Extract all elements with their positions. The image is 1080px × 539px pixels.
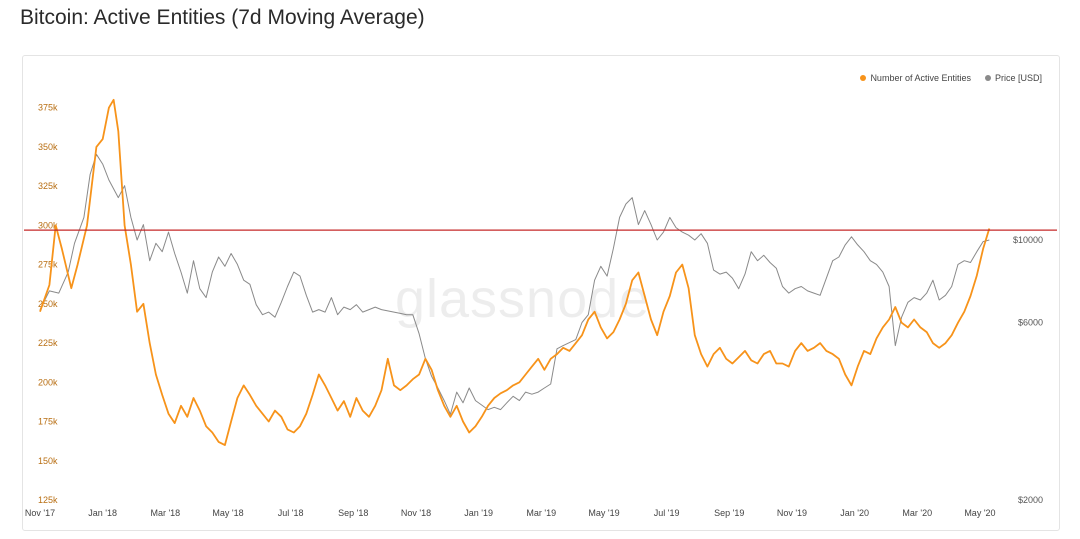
legend-price-dot-icon — [984, 75, 991, 81]
legend-entities-dot-icon — [860, 75, 867, 81]
x-tick-label: Sep '19 — [714, 508, 744, 518]
y-left-tick-label: 275k — [38, 260, 58, 270]
x-tick-label: Nov '18 — [401, 508, 431, 518]
series-line-price — [39, 153, 990, 415]
x-tick-label: Nov '19 — [777, 508, 807, 518]
watermark: glassnode — [395, 269, 651, 329]
x-tick-label: Jan '20 — [840, 508, 869, 518]
y-right-tick-label: $10000 — [1013, 235, 1043, 245]
x-tick-label: Mar '20 — [902, 508, 932, 518]
y-left-tick-label: 150k — [38, 456, 58, 466]
x-tick-label: Mar '19 — [526, 508, 556, 518]
y-left-tick-label: 125k — [38, 495, 58, 505]
x-tick-label: May '19 — [588, 508, 619, 518]
legend-price-label: Price [USD] — [994, 73, 1042, 83]
chart-legend: Number of Active Entities Price [USD] — [860, 73, 1042, 83]
y-left-tick-label: 375k — [38, 103, 58, 113]
y-left-tick-label: 350k — [38, 142, 58, 152]
y-left-tick-label: 250k — [38, 299, 58, 309]
x-tick-label: Jan '19 — [464, 508, 493, 518]
x-tick-label: Sep '18 — [338, 508, 368, 518]
y-left-tick-label: 225k — [38, 338, 58, 348]
x-tick-label: Mar '18 — [150, 508, 180, 518]
y-left-tick-label: 325k — [38, 181, 58, 191]
chart-card — [22, 55, 1060, 531]
legend-item-price[interactable]: Price [USD] — [984, 73, 1042, 83]
legend-item-entities[interactable]: Number of Active Entities — [860, 73, 971, 83]
y-left-tick-label: 175k — [38, 417, 58, 427]
page-title: Bitcoin: Active Entities (7d Moving Aver… — [20, 6, 425, 29]
legend-entities-label: Number of Active Entities — [870, 73, 971, 83]
y-right-tick-label: $2000 — [1018, 495, 1043, 505]
x-tick-label: May '18 — [212, 508, 243, 518]
x-tick-label: Nov '17 — [25, 508, 55, 518]
y-left-tick-label: 200k — [38, 377, 58, 387]
x-tick-label: Jul '18 — [278, 508, 304, 518]
y-left-tick-label: 300k — [38, 220, 58, 230]
x-tick-label: May '20 — [964, 508, 995, 518]
y-right-tick-label: $6000 — [1018, 318, 1043, 328]
series-line-active-entities — [39, 98, 991, 446]
x-tick-label: Jan '18 — [88, 508, 117, 518]
x-tick-label: Jul '19 — [654, 508, 680, 518]
